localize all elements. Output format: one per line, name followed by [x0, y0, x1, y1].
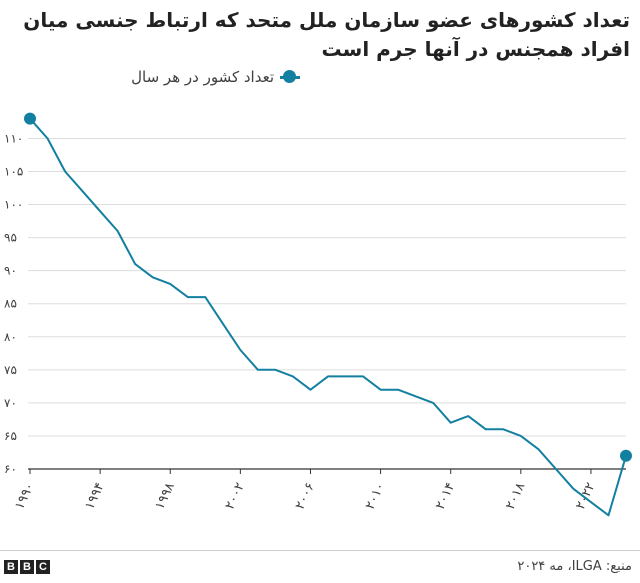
chart-title: تعداد کشورهای عضو سازمان ملل متحد که ارت…: [23, 8, 630, 61]
y-tick-label: ۹۰: [4, 264, 17, 278]
x-tick-label: ۲۰۱۰: [363, 480, 388, 512]
x-tick-label: ۲۰۱۴: [433, 480, 458, 512]
end-point: [620, 449, 632, 462]
y-tick-label: ۶۵: [4, 429, 17, 443]
y-tick-label: ۸۰: [4, 330, 17, 344]
y-tick-label: ۶۰: [4, 462, 17, 476]
y-tick-label: ۷۰: [4, 396, 17, 410]
series-line: [29, 117, 627, 517]
x-tick-label: ۱۹۹۰: [12, 480, 37, 512]
x-tick-label: ۲۰۱۸: [503, 480, 528, 512]
line-chart: ۶۰ ۶۵ ۷۰ ۷۵ ۸۰ ۸۵ ۹۰ ۹۵ ۱۰۰ ۱۰۵ ۱۱۰ ۱۹۹۰ ۱۹۹۴ ۱۹۹۸ ۲۰۰…: [4, 112, 632, 517]
x-tick-label: ۲۰۰۲: [223, 480, 248, 512]
y-tick-label: ۹۵: [4, 231, 17, 245]
x-tick-label: ۲۰۰۶: [293, 480, 318, 512]
x-tick-label: ۱۹۹۴: [82, 480, 107, 512]
y-tick-label: ۱۱۰: [4, 131, 23, 145]
x-tick-label: ۱۹۹۸: [152, 480, 177, 512]
legend-label: تعداد کشور در هر سال: [131, 68, 274, 86]
y-tick-label: ۷۵: [4, 363, 17, 377]
legend-swatch: [280, 70, 300, 84]
y-tick-label: ۱۰۰: [4, 198, 23, 212]
start-point: [24, 112, 36, 125]
source-note: منبع: ILGA، مه ۲۰۲۴: [517, 559, 632, 574]
y-tick-label: ۱۰۵: [4, 165, 23, 179]
footer-divider: [0, 550, 640, 551]
x-tick-label: ۲۰۲۲: [573, 480, 598, 512]
legend: تعداد کشور در هر سال: [131, 68, 300, 86]
y-tick-label: ۸۵: [4, 297, 17, 311]
